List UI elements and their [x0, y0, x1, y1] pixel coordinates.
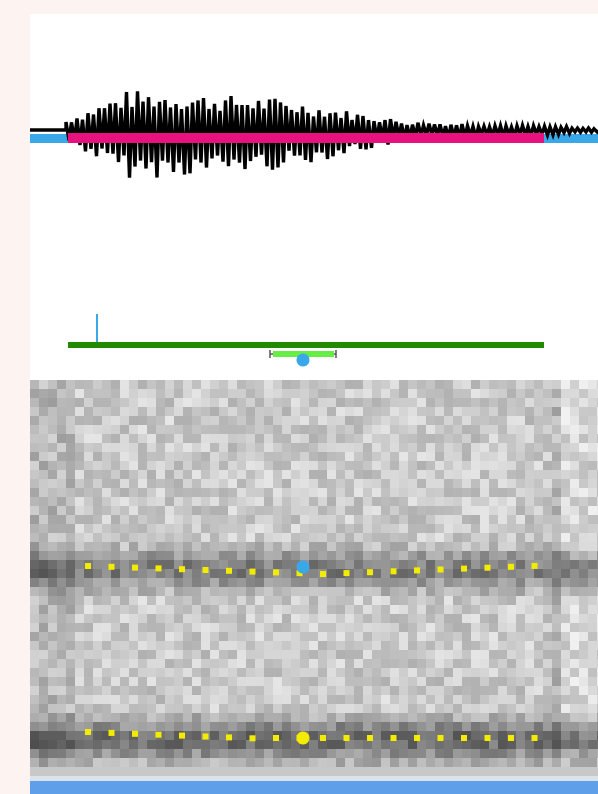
- horizontal-scrollbar-thumb[interactable]: [30, 781, 598, 794]
- formant-dot: [414, 735, 420, 741]
- formant-dot: [508, 735, 514, 741]
- formant-dot: [531, 735, 538, 741]
- cursor-point-icon[interactable]: [296, 353, 310, 367]
- formant-dot: [273, 735, 279, 741]
- editor-panel: [30, 14, 598, 794]
- formant-dot: [390, 568, 397, 575]
- formant-dot: [108, 563, 115, 570]
- formant-dot: [531, 562, 538, 569]
- formant-dot: [437, 566, 444, 573]
- formant-dot: [414, 567, 420, 574]
- formant-dot: [367, 569, 373, 576]
- formant-dot: [508, 563, 514, 570]
- formant-dot: [155, 565, 162, 572]
- formant-dot: [461, 565, 467, 572]
- formant-dot: [85, 729, 91, 735]
- formant-dot: [132, 730, 138, 737]
- formant-dot: [202, 733, 209, 740]
- selection-bar[interactable]: [68, 133, 544, 143]
- formant-dot: [108, 729, 115, 736]
- formant-dot: [132, 564, 138, 571]
- selected-formant-point-icon[interactable]: [296, 560, 310, 574]
- formant-overlay: [85, 560, 538, 745]
- waveform-view[interactable]: [30, 14, 598, 380]
- formant-dot: [343, 735, 350, 741]
- formant-dot: [226, 567, 232, 574]
- formant-dot: [249, 735, 256, 742]
- interval-tier-line[interactable]: [68, 342, 544, 348]
- formant-dot: [249, 568, 256, 575]
- formant-dot: [179, 566, 185, 573]
- formant-dot: [296, 570, 303, 577]
- formant-dot: [320, 735, 326, 741]
- spectrogram-image: [30, 380, 598, 776]
- formant-dot: [343, 570, 350, 577]
- formant-dot: [437, 735, 444, 741]
- formant-dot: [484, 564, 491, 571]
- formant-track-1: [85, 562, 538, 577]
- formant-dot: [202, 567, 209, 573]
- formant-dot: [273, 569, 279, 576]
- formant-dot: [179, 732, 185, 739]
- formant-dot: [85, 563, 91, 569]
- formant-dot: [461, 735, 467, 741]
- formant-track-2: [85, 729, 538, 742]
- selected-formant-point-2-icon[interactable]: [296, 731, 310, 745]
- formant-dot: [155, 731, 162, 738]
- horizontal-scrollbar-track[interactable]: [30, 776, 598, 794]
- formant-dot: [390, 735, 397, 741]
- formant-dot: [320, 571, 326, 577]
- formant-dot: [367, 735, 373, 741]
- spectrogram-view[interactable]: [30, 380, 598, 776]
- formant-dot: [226, 734, 232, 741]
- timeline-bar-right: [540, 134, 598, 143]
- timeline-bar-left: [30, 134, 70, 143]
- formant-dot: [484, 735, 491, 741]
